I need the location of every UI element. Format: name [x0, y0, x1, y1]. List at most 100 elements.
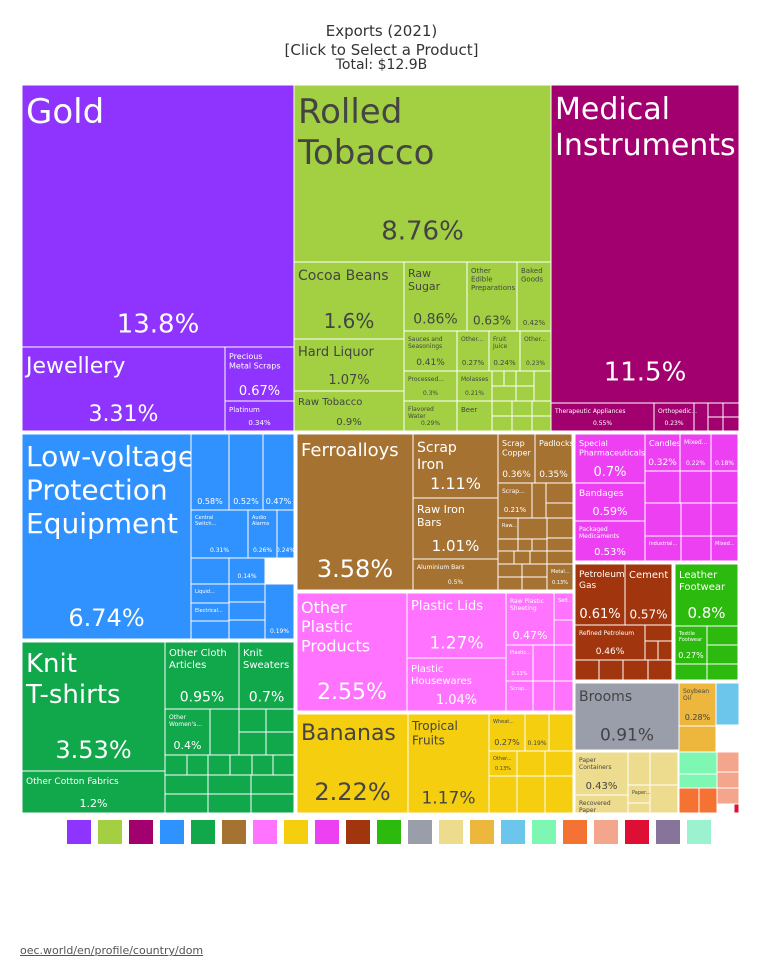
treemap-tile-mineral-products-other[interactable] — [622, 659, 649, 681]
treemap-tile-plastics-and-rubbers-other[interactable] — [553, 644, 574, 682]
treemap-tile-aluminium-bars[interactable] — [412, 558, 499, 591]
treemap-tile-chemical-products-other[interactable] — [680, 535, 712, 562]
treemap-tile-hard-liquor[interactable] — [293, 338, 405, 392]
treemap-tile-therapeutic-appliances[interactable] — [550, 402, 655, 432]
treemap-tile-arts-and-antiques-other[interactable] — [678, 787, 700, 814]
treemap-tile-petroleum-gas[interactable] — [574, 563, 626, 626]
treemap-tile-machines-other[interactable] — [228, 601, 266, 621]
legend-swatch-mineral-products[interactable] — [346, 820, 370, 844]
treemap-tile-foodstuffs-other[interactable] — [533, 370, 552, 402]
treemap-tile-animal-hides-other[interactable] — [716, 787, 740, 805]
treemap-tile-plastics-and-rubbers-other[interactable] — [553, 680, 574, 712]
treemap-tile-molasses[interactable] — [456, 370, 493, 402]
treemap-tile-metals-other[interactable] — [546, 517, 574, 539]
treemap-tile-mineral-products-other[interactable] — [644, 624, 673, 642]
legend-swatch-plastics-and-rubbers[interactable] — [253, 820, 277, 844]
treemap-tile-machines-other[interactable] — [228, 619, 266, 640]
legend-swatch-wood-products[interactable] — [470, 820, 494, 844]
treemap-tile-plastic-lids[interactable] — [406, 592, 507, 659]
treemap-tile-plastics-and-rubbers-other[interactable] — [532, 680, 555, 712]
treemap-tile-foodstuffs-other[interactable] — [531, 415, 552, 432]
treemap-tile-paper-goods-other[interactable] — [627, 751, 651, 786]
treemap-tile-metals-other[interactable] — [497, 563, 523, 578]
treemap-tile-foodstuffs-other[interactable] — [491, 400, 513, 417]
treemap-tile-raw-plastic-sheeting[interactable] — [505, 592, 555, 646]
legend-swatch-stone-and-glass[interactable] — [408, 820, 432, 844]
treemap-tile-special-pharmaceuticals[interactable] — [574, 433, 646, 484]
treemap-tile-mineral-products-other[interactable] — [657, 640, 673, 661]
treemap-tile-other-cloth-articles[interactable] — [164, 641, 240, 710]
treemap-tile-metals-other[interactable] — [545, 502, 574, 519]
treemap-tile-textiles-other[interactable] — [250, 793, 295, 814]
legend-swatch-footwear-and-headwear[interactable] — [377, 820, 401, 844]
treemap-tile-metals-other[interactable] — [546, 537, 574, 552]
treemap-tile-instruments-other[interactable] — [722, 416, 740, 432]
treemap-tile-metals-other[interactable] — [521, 576, 548, 591]
treemap-tile-beer[interactable] — [456, 400, 493, 432]
legend-swatch-animal-products[interactable] — [687, 820, 711, 844]
treemap-tile-mineral-products-other[interactable] — [644, 640, 659, 661]
treemap-tile-textiles-other[interactable] — [265, 708, 295, 733]
treemap-tile-machines-other[interactable] — [190, 557, 230, 585]
treemap-tile-raw-sugar[interactable] — [403, 261, 468, 332]
treemap-tile-recovered-paper[interactable] — [574, 794, 629, 814]
treemap-tile-metals-other[interactable] — [531, 538, 548, 552]
treemap-tile-padlocks[interactable] — [534, 433, 573, 484]
treemap-tile-soybean-oil[interactable] — [678, 682, 717, 727]
treemap-tile-vegetable-products-other[interactable] — [548, 713, 574, 752]
treemap-tile-animal-hides-other[interactable] — [716, 751, 740, 773]
treemap-tile-textiles-other[interactable] — [250, 774, 295, 795]
treemap-tile-chemical-products-other[interactable] — [644, 470, 681, 504]
treemap-tile-foodstuffs-other[interactable] — [511, 400, 533, 417]
treemap-tile-vegetable-products-other[interactable] — [544, 750, 574, 777]
treemap-tile-other-cotton-fabrics[interactable] — [21, 770, 166, 814]
treemap-tile-refined-petroleum[interactable] — [574, 624, 646, 661]
treemap-tile-sauces-and-seasonings[interactable] — [403, 330, 458, 372]
treemap-tile-mineral-products-other[interactable] — [598, 659, 624, 681]
legend-swatch-foodstuffs[interactable] — [98, 820, 122, 844]
treemap-tile-textiles-other[interactable] — [164, 774, 209, 795]
treemap-tile-textiles-other[interactable] — [207, 774, 252, 795]
legend-swatch-metals[interactable] — [222, 820, 246, 844]
treemap-tile-mixed[interactable] — [679, 433, 712, 472]
treemap-tile-machines[interactable] — [262, 433, 295, 511]
treemap-tile-electrical[interactable] — [190, 602, 230, 622]
treemap-tile-metals-other[interactable] — [546, 550, 574, 565]
treemap-tile-wood-products-other[interactable] — [678, 725, 717, 753]
treemap-tile-foodstuffs-other[interactable] — [515, 385, 535, 402]
treemap-tile-jewellery[interactable] — [21, 346, 226, 432]
treemap-tile-arts-and-antiques-other[interactable] — [698, 787, 718, 814]
treemap-tile-platinum[interactable] — [224, 400, 295, 432]
treemap-tile-metals-other[interactable] — [521, 563, 548, 578]
treemap-tile-chemical-products[interactable] — [710, 433, 739, 472]
treemap-tile-textiles-other[interactable] — [238, 731, 267, 756]
treemap-tile-weapons-other[interactable] — [733, 803, 740, 814]
treemap-tile-textiles-other[interactable] — [251, 754, 274, 776]
treemap-tile-chemical-products-other[interactable] — [680, 502, 712, 537]
treemap-tile-scrap[interactable] — [497, 482, 533, 519]
treemap-tile-textiles-other[interactable] — [272, 754, 295, 776]
treemap-tile-metals-other[interactable] — [517, 538, 533, 552]
treemap-tile-tropical-fruits[interactable] — [407, 713, 490, 814]
treemap-tile-foodstuffs-other[interactable] — [503, 370, 517, 387]
treemap-tile-gold[interactable] — [21, 84, 295, 348]
treemap-tile-cement[interactable] — [624, 563, 673, 626]
treemap-tile-leather-footwear[interactable] — [674, 563, 739, 627]
treemap-tile-raw[interactable] — [497, 517, 519, 540]
treemap-tile-chemical-products-other[interactable] — [710, 470, 739, 504]
treemap-tile-textile-footwear[interactable] — [674, 625, 708, 665]
treemap-tile-bananas[interactable] — [296, 713, 409, 814]
treemap-tile-precious-metal-scraps[interactable] — [224, 346, 295, 402]
treemap-tile-central-switch[interactable] — [190, 509, 249, 559]
treemap-tile-foodstuffs-other[interactable] — [491, 415, 513, 432]
treemap-tile-metal[interactable] — [546, 563, 574, 591]
treemap-tile-medical-instruments[interactable] — [550, 84, 740, 404]
treemap-tile-machines[interactable] — [228, 557, 266, 585]
treemap-tile-paper-goods-other[interactable] — [627, 802, 651, 814]
treemap-tile-metals-other[interactable] — [545, 482, 574, 504]
source-link[interactable]: oec.world/en/profile/country/dom — [20, 944, 204, 957]
treemap-tile-machines[interactable] — [264, 583, 295, 640]
treemap-tile-flavored-water[interactable] — [403, 400, 458, 432]
treemap-tile-other-women-s[interactable] — [164, 708, 211, 756]
treemap-tile-plastics-and-rubbers-other[interactable] — [553, 619, 574, 646]
